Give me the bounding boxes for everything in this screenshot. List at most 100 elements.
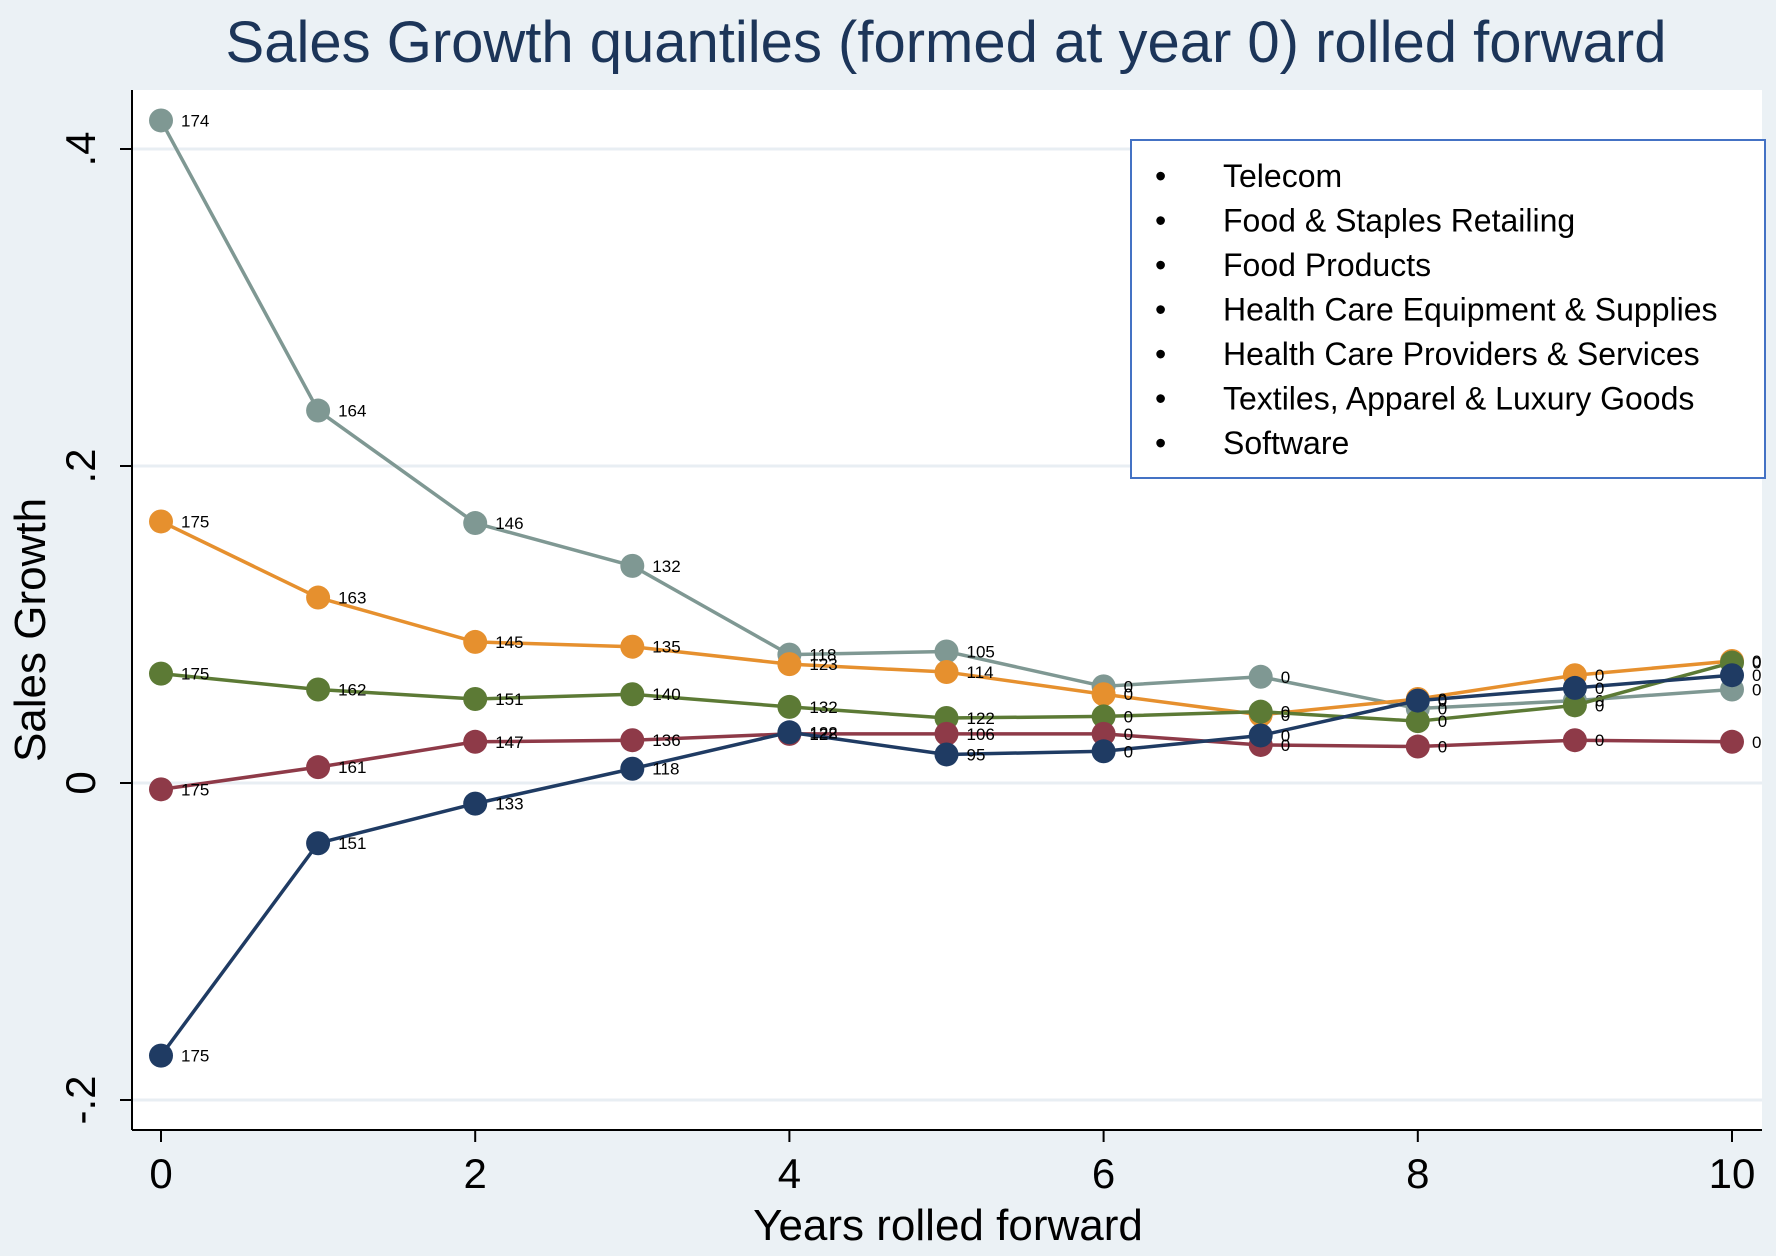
- series-3-point-1: [306, 755, 331, 780]
- legend-bullet-1: •: [1155, 203, 1166, 239]
- legend-bullet-5: •: [1155, 381, 1166, 417]
- series-4-data-label-3: 118: [652, 760, 679, 779]
- series-2-data-label-0: 175: [181, 665, 209, 684]
- series-4-data-label-8: 0: [1438, 692, 1447, 711]
- series-4-data-label-7: 0: [1281, 726, 1290, 745]
- series-2-point-2: [463, 686, 488, 711]
- legend-bullet-2: •: [1155, 247, 1166, 283]
- x-tick-label-1: 2: [464, 1150, 487, 1197]
- series-1-data-label-9: 0: [1595, 666, 1604, 685]
- series-4-data-label-2: 133: [495, 795, 523, 814]
- series-3-point-9: [1562, 728, 1587, 753]
- series-2-data-label-8: 0: [1438, 712, 1447, 731]
- series-3-data-label-1: 161: [338, 758, 366, 777]
- series-2-data-label-7: 0: [1281, 703, 1290, 722]
- series-0-data-label-10: 0: [1752, 680, 1761, 699]
- series-3-data-label-5: 106: [967, 725, 995, 744]
- series-0-data-label-0: 174: [181, 111, 209, 130]
- series-4-point-7: [1248, 723, 1273, 748]
- series-0-data-label-3: 132: [652, 557, 680, 576]
- series-1-point-6: [1091, 682, 1116, 707]
- series-3-point-3: [620, 728, 645, 753]
- series-0-data-label-7: 0: [1281, 668, 1290, 687]
- legend-item-6: Software: [1223, 425, 1349, 461]
- x-tick-label-3: 6: [1092, 1150, 1115, 1197]
- series-4-point-6: [1091, 739, 1116, 764]
- series-1-data-label-4: 123: [809, 655, 837, 674]
- legend-item-5: Textiles, Apparel & Luxury Goods: [1223, 381, 1694, 417]
- y-axis-title: Sales Growth: [6, 498, 55, 762]
- series-3-point-10: [1720, 729, 1744, 754]
- series-2-point-7: [1248, 699, 1273, 724]
- series-3-data-label-8: 0: [1438, 738, 1447, 757]
- series-1-data-label-1: 163: [338, 589, 366, 608]
- series-1-data-label-5: 114: [967, 663, 994, 682]
- series-2-data-label-2: 151: [495, 690, 523, 709]
- series-4-point-5: [934, 742, 959, 767]
- series-1-point-2: [463, 629, 488, 654]
- series-0-point-5: [934, 639, 959, 664]
- legend-item-1: Food & Staples Retailing: [1223, 203, 1575, 239]
- series-2-data-label-4: 132: [809, 698, 837, 717]
- legend-bullet-4: •: [1155, 336, 1166, 372]
- series-4-point-2: [463, 791, 488, 816]
- series-1-data-label-10: 0: [1752, 652, 1761, 671]
- series-1-point-1: [306, 585, 331, 610]
- legend-bullet-6: •: [1155, 425, 1166, 461]
- chart-title: Sales Growth quantiles (formed at year 0…: [226, 10, 1667, 75]
- legend-bullet-3: •: [1155, 292, 1166, 328]
- legend-box: [1130, 139, 1766, 479]
- series-4-data-label-6: 0: [1124, 742, 1133, 761]
- series-3-data-label-9: 0: [1595, 731, 1604, 750]
- series-4-data-label-4: 122: [809, 723, 837, 742]
- series-4-point-9: [1562, 675, 1587, 700]
- series-0-data-label-2: 146: [495, 514, 523, 533]
- series-1-data-label-2: 145: [495, 633, 523, 652]
- y-tick-label-2: .2: [57, 448, 104, 483]
- series-3-data-label-0: 175: [181, 780, 209, 799]
- series-0-point-3: [620, 553, 645, 578]
- series-2-data-label-1: 162: [338, 680, 366, 699]
- series-4-data-label-9: 0: [1595, 679, 1604, 698]
- series-1-data-label-7: 0: [1281, 706, 1290, 725]
- series-0-data-label-9: 0: [1595, 692, 1604, 711]
- legend-item-2: Food Products: [1223, 247, 1431, 283]
- series-4-data-label-0: 175: [181, 1047, 209, 1066]
- series-3-data-label-6: 0: [1124, 725, 1133, 744]
- legend-bullet-0: •: [1155, 158, 1166, 194]
- series-3-data-label-3: 136: [652, 731, 680, 750]
- series-3-point-6: [1091, 721, 1116, 746]
- series-3-data-label-10: 0: [1752, 733, 1761, 752]
- legend-item-3: Health Care Equipment & Supplies: [1223, 292, 1718, 328]
- series-3-point-2: [463, 729, 488, 754]
- series-4-data-label-10: 0: [1752, 666, 1761, 685]
- series-1-data-label-0: 175: [181, 512, 209, 531]
- series-1-point-4: [777, 652, 802, 677]
- legend-item-4: Health Care Providers & Services: [1223, 336, 1700, 372]
- series-0-data-label-6: 0: [1124, 677, 1133, 696]
- x-tick-label-4: 8: [1406, 1150, 1429, 1197]
- x-tick-label-5: 10: [1709, 1150, 1756, 1197]
- x-axis-title: Years rolled forward: [753, 1201, 1143, 1250]
- series-3-data-label-7: 0: [1281, 736, 1290, 755]
- series-0-data-label-5: 105: [967, 642, 995, 661]
- series-4-point-3: [620, 756, 645, 781]
- series-2-point-8: [1405, 709, 1430, 734]
- series-0-data-label-1: 164: [338, 402, 366, 421]
- x-tick-label-0: 0: [149, 1150, 172, 1197]
- series-2-point-3: [620, 682, 645, 707]
- series-1-data-label-3: 135: [652, 638, 680, 657]
- y-tick-label-0: -.2: [57, 1075, 104, 1124]
- series-4-point-10: [1720, 663, 1744, 688]
- x-tick-label-2: 4: [778, 1150, 801, 1197]
- series-0-point-0: [149, 108, 173, 133]
- series-4-point-8: [1405, 688, 1430, 713]
- legend: • Telecom • Food & Staples Retailing • Food P…: [1130, 139, 1766, 479]
- y-tick-label-3: .4: [57, 131, 104, 166]
- series-2-data-label-6: 0: [1124, 707, 1133, 726]
- series-0-point-7: [1248, 664, 1273, 689]
- series-4-point-4: [777, 720, 802, 745]
- series-4-point-0: [149, 1043, 173, 1068]
